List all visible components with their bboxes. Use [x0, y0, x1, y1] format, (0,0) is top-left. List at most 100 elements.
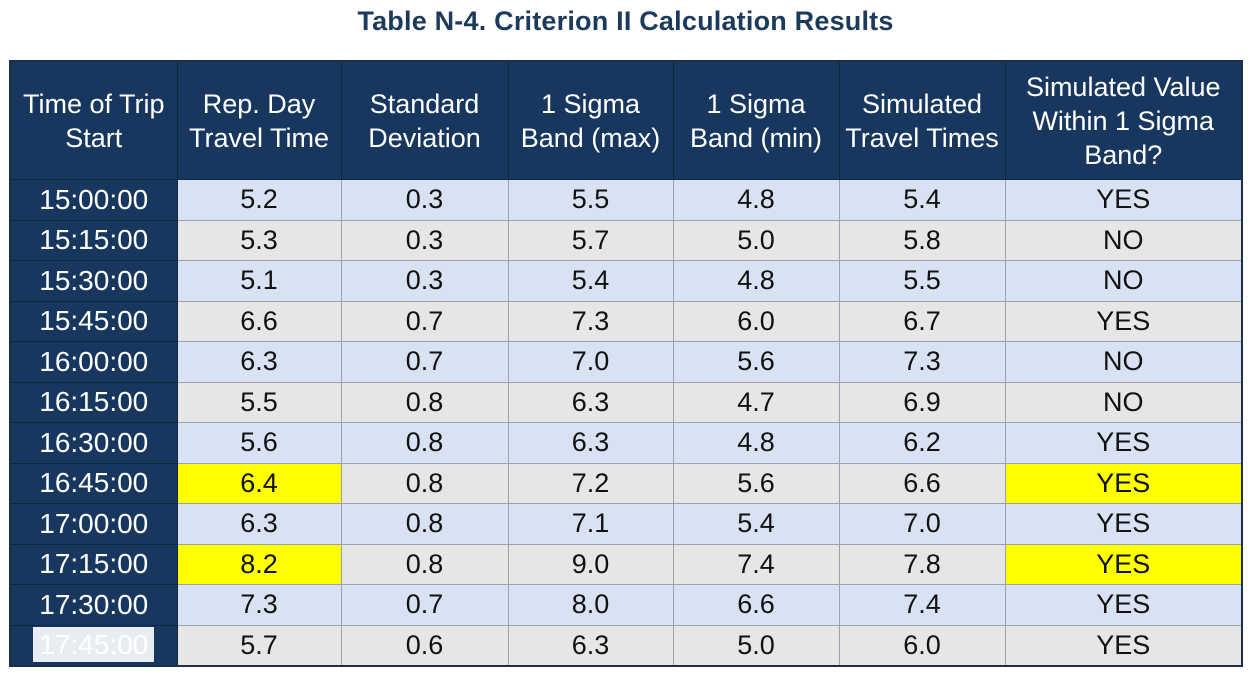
time-cell: 17:00:00 [9, 503, 178, 545]
table-row: 15:30:00 5.1 0.3 5.4 4.8 5.5 NO [9, 260, 1243, 302]
sigma-max-cell: 9.0 [507, 543, 674, 585]
sigma-max-cell: 6.3 [507, 624, 674, 667]
sigma-max-cell: 8.0 [507, 584, 674, 626]
table-row: 15:00:00 5.2 0.3 5.5 4.8 5.4 YES [9, 179, 1243, 221]
within-band-cell: YES [1004, 584, 1243, 626]
sigma-max-cell: 7.3 [507, 300, 674, 342]
simulated-time-cell: 6.2 [838, 422, 1006, 464]
sigma-min-cell: 4.8 [672, 422, 840, 464]
within-band-cell: YES [1004, 503, 1243, 545]
table-row: 17:30:00 7.3 0.7 8.0 6.6 7.4 YES [9, 584, 1243, 626]
std-dev-cell: 0.8 [340, 503, 509, 545]
within-band-cell: NO [1004, 260, 1243, 302]
std-dev-cell: 0.8 [340, 422, 509, 464]
sigma-max-cell: 7.0 [507, 341, 674, 383]
simulated-time-cell: 6.7 [838, 300, 1006, 342]
table-row: 16:45:00 6.4 0.8 7.2 5.6 6.6 YES [9, 462, 1243, 504]
simulated-time-cell: 5.5 [838, 260, 1006, 302]
sigma-max-cell: 5.4 [507, 260, 674, 302]
sigma-min-cell: 5.6 [672, 462, 840, 504]
column-header-rep-day-travel-time: Rep. Day Travel Time [176, 60, 342, 180]
table-row: 17:15:00 8.2 0.8 9.0 7.4 7.8 YES [9, 543, 1243, 585]
rep-day-travel-time-cell: 6.4 [176, 462, 342, 504]
sigma-min-cell: 4.8 [672, 179, 840, 221]
sigma-min-cell: 5.6 [672, 341, 840, 383]
simulated-time-cell: 5.8 [838, 219, 1006, 261]
within-band-cell: YES [1004, 543, 1243, 585]
sigma-max-cell: 6.3 [507, 381, 674, 423]
time-cell: 16:00:00 [9, 341, 178, 383]
table-row: 17:00:00 6.3 0.8 7.1 5.4 7.0 YES [9, 503, 1243, 545]
header-row: Time of Trip Start Rep. Day Travel Time … [9, 60, 1243, 180]
rep-day-travel-time-cell: 5.1 [176, 260, 342, 302]
sigma-min-cell: 5.0 [672, 219, 840, 261]
time-cell: 15:15:00 [9, 219, 178, 261]
sigma-max-cell: 7.1 [507, 503, 674, 545]
within-band-cell: YES [1004, 179, 1243, 221]
std-dev-cell: 0.3 [340, 219, 509, 261]
simulated-time-cell: 6.6 [838, 462, 1006, 504]
table-row: 16:15:00 5.5 0.8 6.3 4.7 6.9 NO [9, 381, 1243, 423]
simulated-time-cell: 5.4 [838, 179, 1006, 221]
sigma-min-cell: 4.7 [672, 381, 840, 423]
std-dev-cell: 0.7 [340, 584, 509, 626]
std-dev-cell: 0.6 [340, 624, 509, 667]
within-band-cell: NO [1004, 341, 1243, 383]
time-cell: 15:00:00 [9, 179, 178, 221]
std-dev-cell: 0.8 [340, 543, 509, 585]
time-cell: 17:15:00 [9, 543, 178, 585]
within-band-cell: YES [1004, 422, 1243, 464]
sigma-min-cell: 5.0 [672, 624, 840, 667]
table-row: 15:45:00 6.6 0.7 7.3 6.0 6.7 YES [9, 300, 1243, 342]
std-dev-cell: 0.3 [340, 260, 509, 302]
within-band-cell: YES [1004, 462, 1243, 504]
rep-day-travel-time-cell: 6.3 [176, 503, 342, 545]
column-header-sigma-max: 1 Sigma Band (max) [507, 60, 674, 180]
rep-day-travel-time-cell: 5.3 [176, 219, 342, 261]
sigma-min-cell: 6.6 [672, 584, 840, 626]
time-cell-text: 17:45:00 [33, 627, 155, 663]
std-dev-cell: 0.7 [340, 300, 509, 342]
time-cell: 16:30:00 [9, 422, 178, 464]
column-header-sigma-min: 1 Sigma Band (min) [672, 60, 840, 180]
rep-day-travel-time-cell: 6.3 [176, 341, 342, 383]
simulated-time-cell: 7.3 [838, 341, 1006, 383]
column-header-simulated-travel-times: Simulated Travel Times [838, 60, 1006, 180]
simulated-time-cell: 7.4 [838, 584, 1006, 626]
time-cell: 17:45:00 [9, 624, 178, 667]
sigma-max-cell: 5.7 [507, 219, 674, 261]
sigma-max-cell: 6.3 [507, 422, 674, 464]
sigma-max-cell: 7.2 [507, 462, 674, 504]
std-dev-cell: 0.8 [340, 462, 509, 504]
std-dev-cell: 0.7 [340, 341, 509, 383]
table-body: 15:00:00 5.2 0.3 5.5 4.8 5.4 YES 15:15:00 5.3 0.3… [9, 179, 1243, 667]
within-band-cell: NO [1004, 381, 1243, 423]
results-table: Time of Trip Start Rep. Day Travel Time … [9, 60, 1243, 667]
simulated-time-cell: 7.8 [838, 543, 1006, 585]
rep-day-travel-time-cell: 5.6 [176, 422, 342, 464]
table-title: Table N-4. Criterion II Calculation Resu… [357, 6, 894, 36]
rep-day-travel-time-cell: 8.2 [176, 543, 342, 585]
rep-day-travel-time-cell: 5.7 [176, 624, 342, 667]
simulated-time-cell: 6.9 [838, 381, 1006, 423]
time-cell: 16:45:00 [9, 462, 178, 504]
time-cell: 16:15:00 [9, 381, 178, 423]
rep-day-travel-time-cell: 7.3 [176, 584, 342, 626]
column-header-within-band: Simulated Value Within 1 Sigma Band? [1004, 60, 1243, 180]
simulated-time-cell: 7.0 [838, 503, 1006, 545]
within-band-cell: YES [1004, 624, 1243, 667]
within-band-cell: YES [1004, 300, 1243, 342]
time-cell: 17:30:00 [9, 584, 178, 626]
std-dev-cell: 0.8 [340, 381, 509, 423]
sigma-min-cell: 7.4 [672, 543, 840, 585]
column-header-standard-deviation: Standard Deviation [340, 60, 509, 180]
table-row: 16:00:00 6.3 0.7 7.0 5.6 7.3 NO [9, 341, 1243, 383]
rep-day-travel-time-cell: 5.5 [176, 381, 342, 423]
sigma-min-cell: 6.0 [672, 300, 840, 342]
simulated-time-cell: 6.0 [838, 624, 1006, 667]
table-row: 15:15:00 5.3 0.3 5.7 5.0 5.8 NO [9, 219, 1243, 261]
rep-day-travel-time-cell: 5.2 [176, 179, 342, 221]
within-band-cell: NO [1004, 219, 1243, 261]
sigma-min-cell: 5.4 [672, 503, 840, 545]
